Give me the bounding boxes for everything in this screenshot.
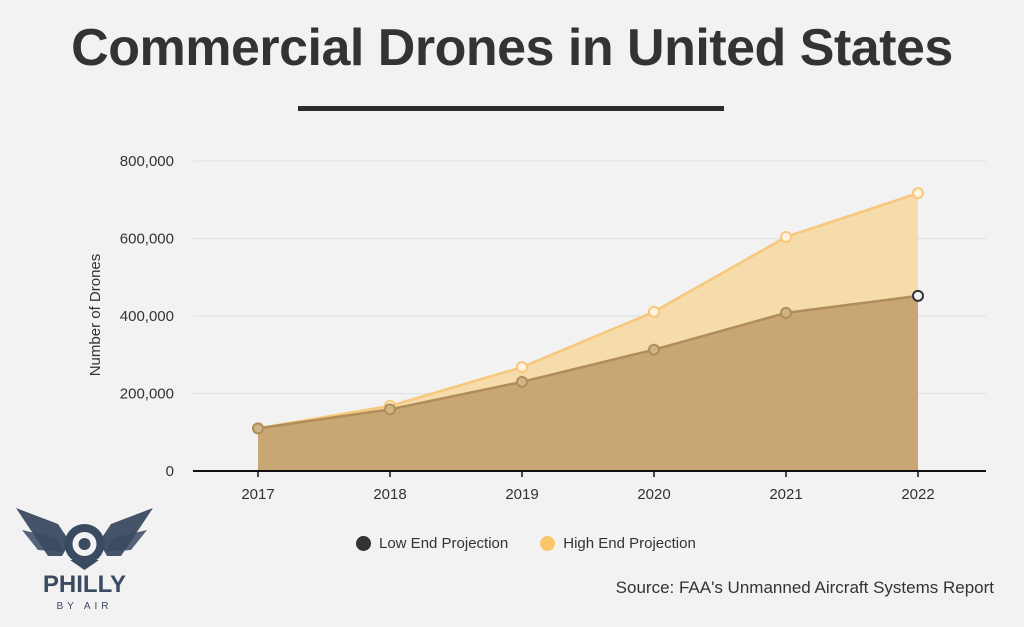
legend-label-high: High End Projection: [563, 535, 696, 552]
y-tick-label: 400,000: [120, 308, 174, 325]
y-tick-labels: 0 200,000 400,000 600,000 800,000: [120, 153, 174, 480]
area-series: [258, 193, 918, 471]
y-tick-label: 800,000: [120, 153, 174, 170]
data-point-high[interactable]: [912, 187, 924, 200]
data-point-low[interactable]: [912, 289, 924, 302]
data-point-high[interactable]: [648, 305, 660, 318]
logo-name: PHILLY: [43, 571, 126, 598]
data-points: [252, 187, 924, 435]
y-tick-label: 0: [166, 463, 174, 480]
area-low: [258, 295, 918, 471]
x-tick-label: 2022: [901, 486, 934, 503]
y-tick-label: 200,000: [120, 386, 174, 403]
data-point-low[interactable]: [252, 422, 264, 435]
chart-title: Commercial Drones in United States: [71, 19, 953, 77]
x-tick-label: 2021: [769, 486, 802, 503]
y-axis-label: Number of Drones: [87, 254, 104, 377]
y-tick-label: 600,000: [120, 231, 174, 248]
philly-by-air-logo: PHILLY BY AIR: [16, 508, 153, 612]
low-projection-dot-icon: [356, 536, 371, 551]
x-tick-labels: 2017 2018 2019 2020 2021 2022: [241, 471, 935, 503]
title-underline: [298, 106, 724, 111]
legend-label-low: Low End Projection: [379, 535, 509, 552]
series-lines: [257, 191, 919, 430]
x-tick-label: 2018: [373, 486, 406, 503]
x-tick-label: 2020: [637, 486, 670, 503]
high-projection-dot-icon: [540, 536, 556, 551]
line-low: [257, 294, 919, 430]
data-point-low[interactable]: [780, 306, 792, 319]
data-point-low[interactable]: [648, 343, 660, 356]
data-point-high[interactable]: [780, 230, 792, 243]
legend-item-high: High End Projection: [540, 535, 696, 552]
legend: Low End Projection High End Projection: [356, 535, 728, 552]
data-point-high[interactable]: [516, 361, 528, 374]
x-tick-label: 2017: [241, 486, 274, 503]
data-point-low[interactable]: [516, 375, 528, 388]
data-point-low[interactable]: [384, 403, 396, 416]
logo-tagline: BY AIR: [56, 601, 112, 612]
legend-item-low: Low End Projection: [356, 535, 508, 552]
source-note: Source: FAA's Unmanned Aircraft Systems …: [615, 578, 994, 597]
line-high: [257, 191, 919, 430]
x-tick-label: 2019: [505, 486, 538, 503]
winged-drone-icon: [16, 508, 153, 570]
